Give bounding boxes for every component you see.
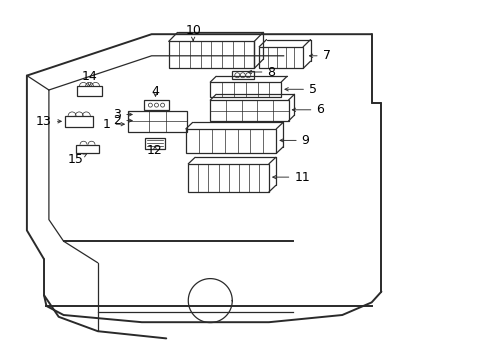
Bar: [210, 82, 281, 97]
Bar: [65, 116, 93, 127]
Text: 14: 14: [81, 70, 97, 86]
Bar: [76, 145, 99, 153]
Text: 6: 6: [292, 103, 324, 116]
Bar: [185, 129, 276, 153]
Bar: [144, 138, 165, 149]
Bar: [128, 111, 186, 132]
Text: 12: 12: [147, 144, 163, 157]
Bar: [231, 71, 253, 79]
Text: 15: 15: [68, 153, 87, 166]
Text: 3: 3: [113, 108, 132, 121]
Bar: [210, 100, 288, 121]
Bar: [168, 41, 254, 68]
Text: 13: 13: [36, 115, 61, 128]
Text: 4: 4: [151, 85, 159, 98]
Text: 9: 9: [280, 134, 309, 147]
Text: 8: 8: [248, 66, 275, 78]
Bar: [144, 100, 168, 110]
Text: 11: 11: [272, 171, 309, 184]
Bar: [188, 164, 268, 192]
Bar: [259, 47, 303, 68]
Text: 1: 1: [102, 118, 124, 131]
Bar: [77, 86, 102, 96]
Text: 2: 2: [113, 114, 132, 127]
Text: 5: 5: [285, 83, 316, 96]
Text: 7: 7: [309, 49, 330, 62]
Text: 10: 10: [185, 24, 201, 40]
